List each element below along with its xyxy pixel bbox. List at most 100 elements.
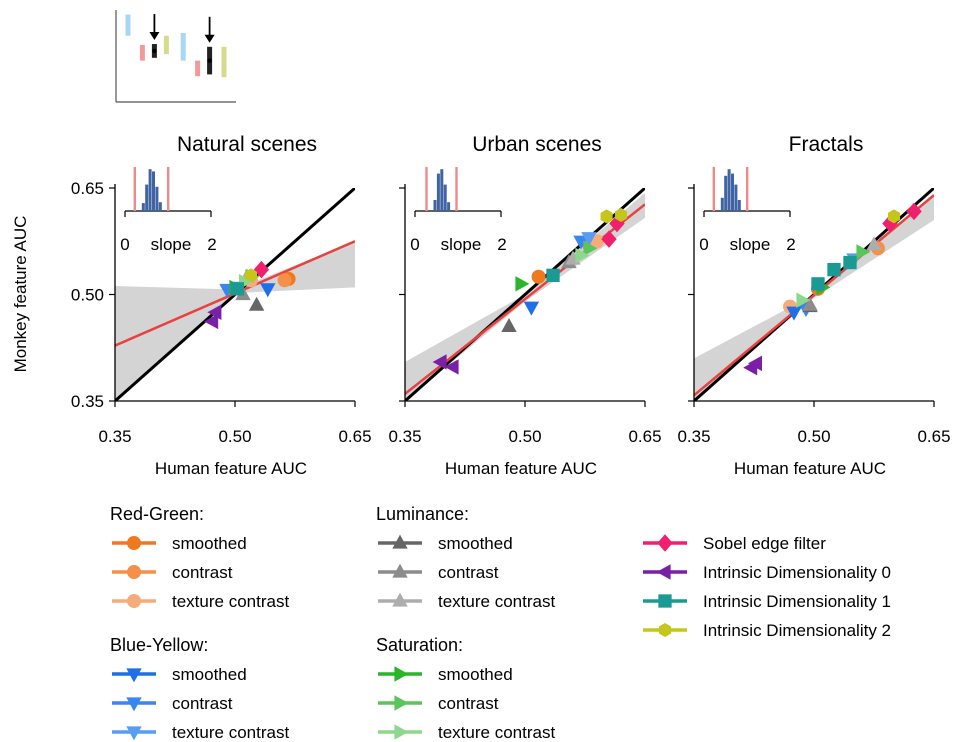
data-point bbox=[253, 260, 270, 279]
data-point bbox=[843, 255, 857, 270]
legend-marker bbox=[656, 564, 671, 580]
inset-bin bbox=[443, 184, 447, 211]
data-point bbox=[856, 244, 871, 260]
legend-marker bbox=[658, 594, 672, 608]
schematic-bar bbox=[125, 14, 131, 36]
y-tick-label: 0.35 bbox=[71, 392, 104, 411]
legend-label: smoothed bbox=[172, 534, 247, 553]
legend-label: texture contrast bbox=[172, 592, 289, 611]
y-tick-label: 0.65 bbox=[71, 179, 104, 198]
inset-bin bbox=[731, 173, 734, 211]
legend-label: contrast bbox=[438, 694, 499, 713]
schematic-bar bbox=[195, 60, 201, 77]
panel-title: Natural scenes bbox=[177, 133, 317, 156]
data-point bbox=[802, 296, 818, 311]
data-point bbox=[432, 354, 447, 370]
confidence-band bbox=[115, 241, 355, 401]
legend-heading: Luminance: bbox=[376, 504, 469, 524]
data-point bbox=[906, 202, 922, 221]
schematic-bar bbox=[221, 46, 227, 78]
data-point bbox=[444, 359, 459, 375]
plot-area bbox=[115, 188, 355, 401]
data-point bbox=[575, 247, 590, 264]
inset-tick-left: 0 bbox=[699, 235, 708, 254]
x-tick-label: 0.50 bbox=[797, 427, 830, 446]
plot-area bbox=[405, 188, 645, 401]
legend-label: smoothed bbox=[438, 665, 513, 684]
legend-marker bbox=[126, 668, 142, 683]
x-tick-label: 0.50 bbox=[508, 427, 541, 446]
inset-bin bbox=[447, 202, 451, 211]
inset-bin bbox=[152, 171, 155, 211]
data-point bbox=[546, 268, 560, 282]
legend-heading: Blue-Yellow: bbox=[110, 635, 208, 655]
inset-tick-right: 2 bbox=[497, 235, 506, 254]
schematic-dot bbox=[207, 58, 212, 63]
legend: Red-Green: smoothed contrast texture contra… bbox=[110, 504, 891, 742]
panel-title: Urban scenes bbox=[472, 133, 602, 156]
panel-1: 0.35 0.50 0.65 0.65 0.50 0.35 Natural scenes Hu… bbox=[71, 133, 372, 478]
schematic-bar bbox=[180, 33, 186, 61]
legend-marker bbox=[658, 623, 672, 637]
legend-marker bbox=[126, 697, 142, 712]
data-point bbox=[581, 232, 597, 247]
inset-bin bbox=[155, 186, 159, 211]
schematic-dot bbox=[152, 48, 157, 54]
x-tick-label: 0.35 bbox=[388, 427, 421, 446]
inset-bin bbox=[724, 175, 728, 211]
inset-label: slope bbox=[151, 235, 192, 254]
inset-bin bbox=[436, 173, 440, 211]
legend-label: Sobel edge filter bbox=[703, 534, 826, 553]
x-tick-label: 0.65 bbox=[628, 427, 661, 446]
data-point bbox=[887, 209, 901, 224]
legend-marker bbox=[657, 534, 673, 552]
schematic bbox=[115, 10, 236, 103]
inset-bin bbox=[148, 169, 152, 211]
x-axis-label: Human feature AUC bbox=[734, 459, 886, 478]
legend-label: smoothed bbox=[438, 534, 513, 553]
legend-label: Intrinsic Dimensionality 2 bbox=[703, 621, 891, 640]
data-point bbox=[573, 235, 589, 250]
x-tick-label: 0.65 bbox=[338, 427, 371, 446]
inset-bin bbox=[145, 184, 149, 211]
legend-label: Intrinsic Dimensionality 1 bbox=[703, 592, 891, 611]
data-point bbox=[515, 276, 530, 292]
data-point bbox=[796, 292, 811, 308]
inset-bin bbox=[440, 169, 444, 211]
legend-marker bbox=[392, 563, 408, 578]
schematic-arrow-head bbox=[149, 32, 160, 41]
panel-3: 0.35 0.50 0.65 Fractals Human feature AUC 0 sl… bbox=[677, 133, 950, 478]
x-tick-label: 0.50 bbox=[218, 427, 251, 446]
legend-marker bbox=[127, 536, 141, 550]
inset-tick-right: 2 bbox=[786, 235, 795, 254]
inset-label: slope bbox=[730, 235, 771, 254]
inset-label: slope bbox=[441, 235, 482, 254]
legend-label: contrast bbox=[172, 563, 233, 582]
data-point bbox=[277, 273, 292, 288]
legend-label: texture contrast bbox=[438, 592, 555, 611]
y-axis-label: Monkey feature AUC bbox=[11, 216, 30, 373]
legend-label: texture contrast bbox=[172, 723, 289, 742]
inset-tick-left: 0 bbox=[410, 235, 419, 254]
legend-label: contrast bbox=[438, 563, 499, 582]
legend-marker bbox=[394, 666, 409, 682]
data-point bbox=[531, 269, 546, 284]
data-point bbox=[827, 263, 841, 277]
data-point bbox=[601, 230, 617, 248]
schematic-bar bbox=[163, 35, 169, 55]
data-point bbox=[600, 209, 613, 224]
legend-marker bbox=[392, 592, 408, 607]
x-tick-label: 0.65 bbox=[917, 427, 950, 446]
data-point bbox=[811, 277, 825, 291]
data-point bbox=[204, 313, 219, 330]
data-point bbox=[244, 268, 258, 283]
data-point bbox=[614, 207, 628, 222]
data-point bbox=[523, 301, 540, 316]
panel-2: 0.35 0.50 0.65 Urban scenes Human feature AU… bbox=[388, 133, 661, 478]
legend-label: texture contrast bbox=[438, 723, 555, 742]
legend-heading: Red-Green: bbox=[110, 504, 204, 524]
legend-heading: Saturation: bbox=[376, 635, 463, 655]
data-point bbox=[501, 318, 517, 333]
data-point bbox=[786, 306, 802, 321]
data-point bbox=[260, 283, 276, 298]
